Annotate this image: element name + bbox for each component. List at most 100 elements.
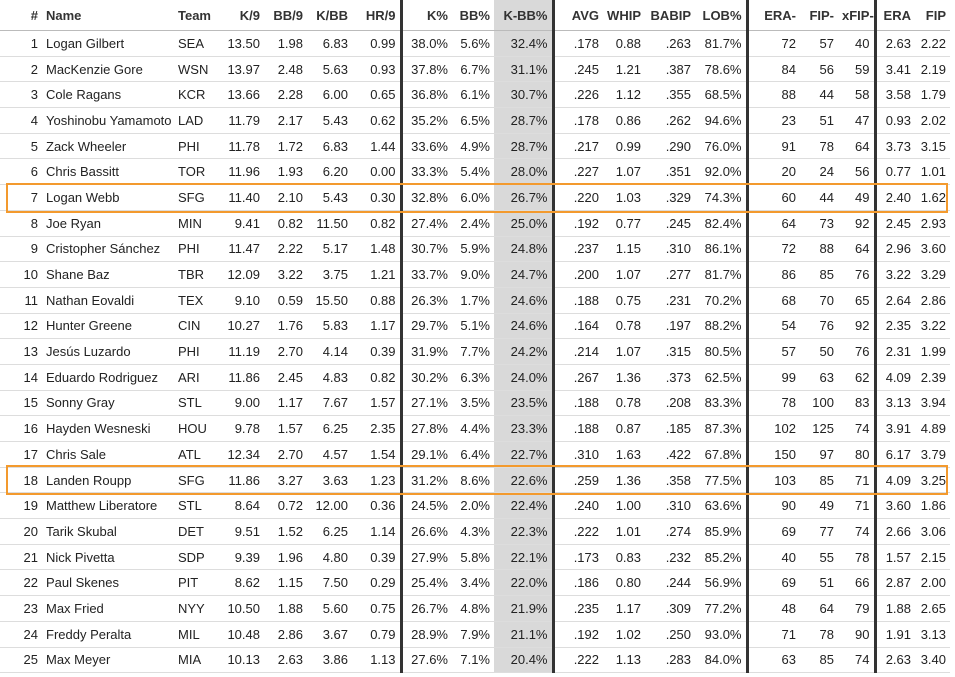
column-header[interactable]: xFIP-: [838, 0, 877, 31]
stat-cell: 64: [838, 236, 877, 263]
player-name[interactable]: Hunter Greene: [42, 313, 174, 340]
column-header[interactable]: K/BB: [307, 0, 352, 31]
column-header[interactable]: Team: [174, 0, 214, 31]
stat-cell: 26.3%: [401, 287, 452, 314]
player-name[interactable]: Logan Webb: [42, 184, 174, 211]
player-name[interactable]: Sonny Gray: [42, 390, 174, 417]
stat-cell: 23: [747, 107, 800, 134]
stat-cell: 20: [747, 158, 800, 186]
player-name[interactable]: Chris Bassitt: [42, 158, 174, 186]
stat-cell: 77.5%: [695, 467, 749, 494]
stat-cell: 2.15: [915, 544, 950, 571]
column-header[interactable]: Name: [42, 0, 174, 31]
column-header[interactable]: BB%: [452, 0, 494, 31]
stat-cell: .263: [645, 30, 695, 57]
column-header[interactable]: ERA-: [747, 0, 800, 31]
column-header[interactable]: FIP-: [800, 0, 838, 31]
column-header[interactable]: FIP: [915, 0, 950, 31]
column-header[interactable]: K-BB%: [494, 0, 555, 31]
stat-cell: 30.7%: [494, 81, 555, 109]
stat-cell: 76.0%: [695, 133, 749, 160]
player-name[interactable]: Yoshinobu Yamamoto: [42, 107, 174, 134]
player-name[interactable]: Zack Wheeler: [42, 133, 174, 160]
stat-cell: 16: [0, 415, 42, 442]
stat-cell: LAD: [174, 107, 214, 134]
stat-cell: 3.22: [915, 313, 950, 340]
stat-cell: .217: [553, 133, 603, 160]
stat-cell: 3.22: [875, 261, 915, 288]
player-name[interactable]: Logan Gilbert: [42, 30, 174, 57]
column-header[interactable]: WHIP: [603, 0, 645, 31]
player-name[interactable]: Nathan Eovaldi: [42, 287, 174, 314]
stat-cell: 100: [800, 390, 838, 417]
player-name[interactable]: Cristopher Sánchez: [42, 236, 174, 263]
stat-cell: 37.8%: [401, 56, 452, 83]
column-header[interactable]: HR/9: [352, 0, 403, 31]
stat-cell: 1.21: [352, 261, 403, 288]
column-header[interactable]: ERA: [875, 0, 915, 31]
player-name[interactable]: Tarik Skubal: [42, 518, 174, 545]
player-name[interactable]: Chris Sale: [42, 441, 174, 468]
stat-cell: 1.79: [915, 81, 950, 109]
stat-cell: 2.87: [875, 569, 915, 597]
player-row: 17 Chris Sale ATL 12.34 2.70 4.57 1.54 29.1% 6.4…: [0, 441, 950, 468]
player-name[interactable]: Joe Ryan: [42, 210, 174, 237]
stat-cell: 3.4%: [452, 569, 494, 597]
player-name[interactable]: Paul Skenes: [42, 569, 174, 597]
stat-cell: 66: [838, 569, 877, 597]
player-row: 7 Logan Webb SFG 11.40 2.10 5.43 0.30 32.8% 6.0%…: [0, 184, 950, 211]
stat-cell: 0.75: [352, 595, 403, 622]
player-name[interactable]: Max Fried: [42, 595, 174, 622]
column-header[interactable]: K/9: [214, 0, 264, 31]
stat-cell: 24.5%: [401, 492, 452, 520]
player-name[interactable]: Shane Baz: [42, 261, 174, 288]
stat-cell: .262: [645, 107, 695, 134]
stat-cell: 2.40: [875, 184, 915, 211]
stat-cell: 8.64: [214, 492, 264, 520]
stat-cell: 3.91: [875, 415, 915, 442]
player-row: 25 Max Meyer MIA 10.13 2.63 3.86 1.13 27.6% 7.1%…: [0, 647, 950, 674]
stat-cell: 74: [838, 415, 877, 442]
stat-cell: 27.4%: [401, 210, 452, 237]
player-name[interactable]: Matthew Liberatore: [42, 492, 174, 520]
player-name[interactable]: Nick Pivetta: [42, 544, 174, 571]
stat-cell: 3.73: [875, 133, 915, 160]
stat-cell: .188: [553, 415, 603, 442]
stat-cell: 28.0%: [494, 158, 555, 186]
stat-cell: 3.58: [875, 81, 915, 109]
stat-cell: 2.63: [875, 647, 915, 674]
player-name[interactable]: Freddy Peralta: [42, 621, 174, 648]
stat-cell: 13: [0, 338, 42, 365]
player-name[interactable]: Hayden Wesneski: [42, 415, 174, 442]
column-header[interactable]: #: [0, 0, 42, 31]
column-header[interactable]: AVG: [553, 0, 603, 31]
stat-cell: 23.5%: [494, 390, 555, 417]
stat-cell: 9.10: [214, 287, 264, 314]
stat-cell: .200: [553, 261, 603, 288]
stat-cell: 76: [838, 338, 877, 365]
stat-cell: 8.6%: [452, 467, 494, 494]
player-name[interactable]: Landen Roupp: [42, 467, 174, 494]
column-header[interactable]: BB/9: [264, 0, 307, 31]
column-header[interactable]: LOB%: [695, 0, 749, 31]
column-header[interactable]: K%: [401, 0, 452, 31]
stat-cell: 6.4%: [452, 441, 494, 468]
player-name[interactable]: MacKenzie Gore: [42, 56, 174, 83]
stat-cell: 22.7%: [494, 441, 555, 468]
stat-cell: 3.40: [915, 647, 950, 674]
stat-cell: 88: [800, 236, 838, 263]
column-header[interactable]: BABIP: [645, 0, 695, 31]
stat-cell: .178: [553, 30, 603, 57]
stat-cell: 93.0%: [695, 621, 749, 648]
stat-cell: 24: [800, 158, 838, 186]
player-name[interactable]: Eduardo Rodriguez: [42, 364, 174, 391]
player-name[interactable]: Max Meyer: [42, 647, 174, 674]
stat-cell: .188: [553, 390, 603, 417]
stat-cell: 6.20: [307, 158, 352, 186]
player-name[interactable]: Cole Ragans: [42, 81, 174, 109]
stat-cell: 57: [747, 338, 800, 365]
player-row: 1 Logan Gilbert SEA 13.50 1.98 6.83 0.99 38.0% 5…: [0, 30, 950, 57]
player-name[interactable]: Jesús Luzardo: [42, 338, 174, 365]
stat-cell: 85: [800, 467, 838, 494]
stat-cell: 4.89: [915, 415, 950, 442]
